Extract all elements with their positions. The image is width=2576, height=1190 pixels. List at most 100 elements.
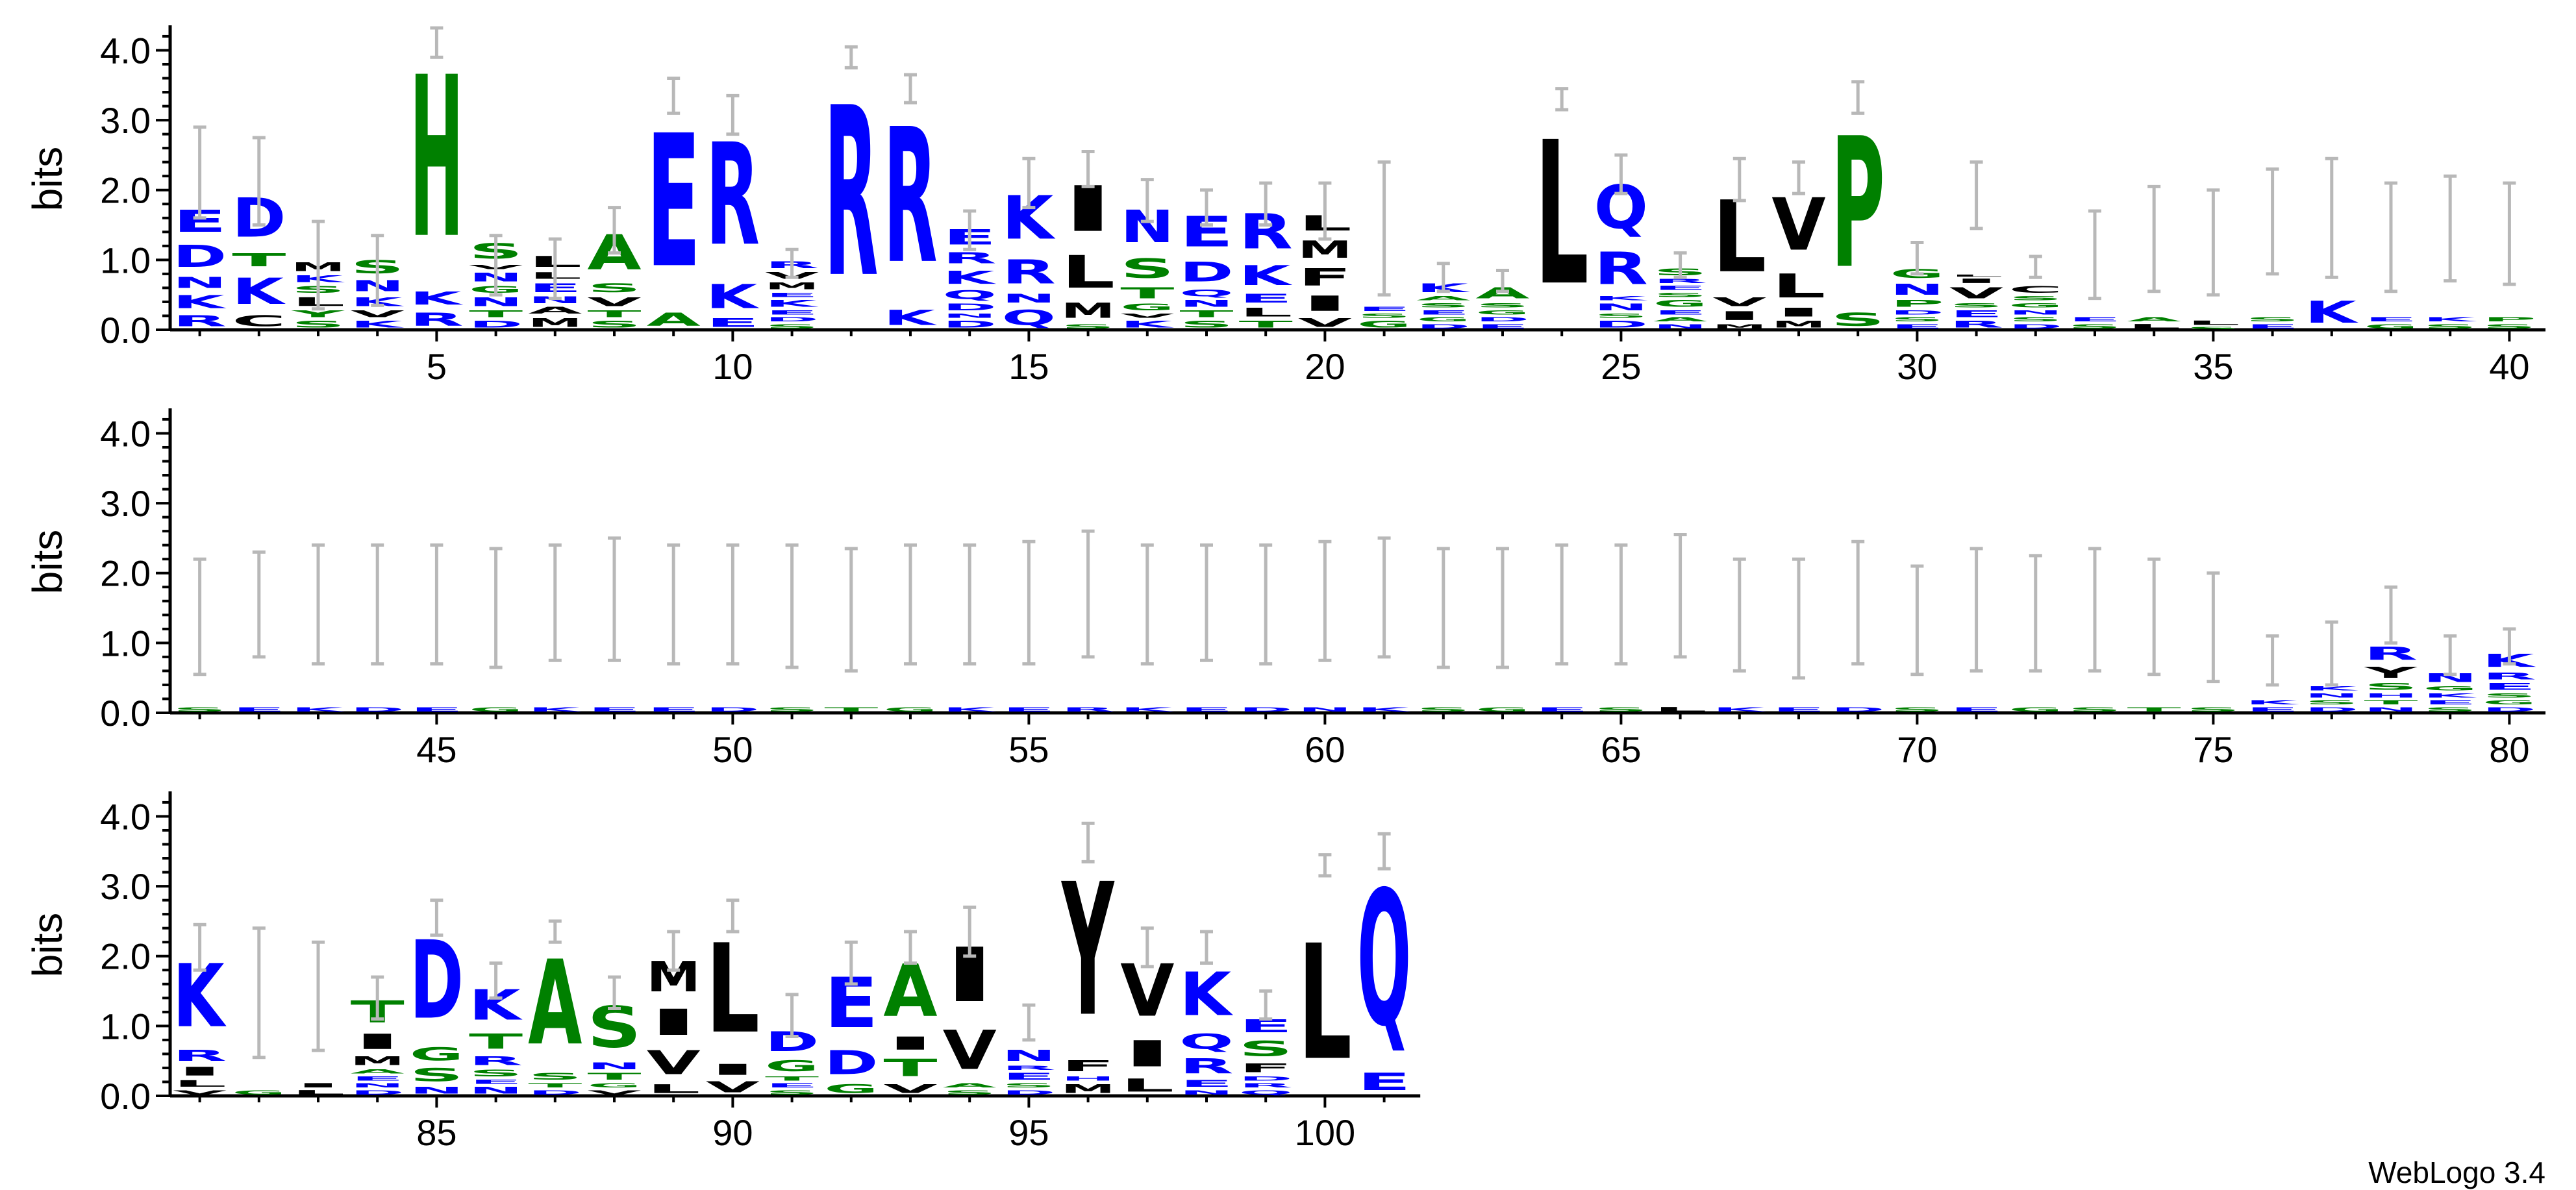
logo-letter: S xyxy=(173,706,227,713)
logo-letter: T xyxy=(2127,706,2181,713)
logo-letter: E xyxy=(647,706,701,713)
logo-letter: S xyxy=(2245,316,2299,323)
letter-stack: S xyxy=(1890,706,1944,713)
logo-letter: R xyxy=(469,1054,523,1068)
logo-letter: E xyxy=(647,97,701,309)
letter-stack: EK xyxy=(2245,699,2299,713)
logo-letter: S xyxy=(1653,291,1707,299)
logo-letter: L xyxy=(1535,101,1589,330)
letter-stack: G xyxy=(232,1089,286,1096)
logo-letter: K xyxy=(2423,692,2477,699)
logo-letter: N xyxy=(173,274,227,291)
logo-letter: K xyxy=(706,278,760,316)
logo-letter: S xyxy=(469,1068,523,1078)
logo-letter: V xyxy=(1298,316,1353,330)
x-tick-label: 70 xyxy=(1897,729,1937,770)
letter-stack: S xyxy=(765,706,819,713)
y-axis-title: bits xyxy=(24,530,71,595)
logo-letter: P xyxy=(1890,299,1944,309)
logo-letter: N xyxy=(469,1085,523,1096)
y-axis-title: bits xyxy=(24,913,71,978)
letter-stack: S xyxy=(1416,706,1470,713)
logo-letter: H xyxy=(2364,692,2418,699)
letter-stack: AE xyxy=(647,97,701,330)
logo-letter: K xyxy=(2245,699,2299,706)
letter-stack: K xyxy=(291,706,345,713)
letter-stack: LA xyxy=(2127,316,2181,330)
y-tick-label: 2.0 xyxy=(100,170,151,211)
logo-letter: M xyxy=(1771,319,1825,330)
logo-letter: S xyxy=(765,323,819,330)
logo-letter: V xyxy=(587,1089,641,1096)
logo-letter: R xyxy=(1239,1082,1293,1089)
y-tick-label: 1.0 xyxy=(100,240,151,280)
logo-letter: D xyxy=(1239,706,1293,713)
y-tick-label: 4.0 xyxy=(100,30,151,71)
credit-text: WebLogo 3.4 xyxy=(2368,1156,2545,1189)
x-tick-label: 60 xyxy=(1305,729,1345,770)
letter-stack: N xyxy=(1298,706,1352,713)
logo-letter: E xyxy=(2068,316,2121,323)
logo-letter: G xyxy=(2008,302,2062,309)
letter-stack: G xyxy=(2008,706,2062,713)
logo-letter: A xyxy=(528,306,582,316)
logo-letter: Q xyxy=(1239,1089,1293,1096)
letter-stack: K xyxy=(1120,706,1174,713)
logo-letter: I xyxy=(291,1082,345,1089)
logo-letter: D xyxy=(943,302,997,312)
x-tick-label: 25 xyxy=(1601,346,1641,387)
logo-letter: L xyxy=(1653,706,1707,713)
logo-letter: E xyxy=(1475,323,1529,330)
logo-letter: G xyxy=(2364,323,2418,330)
logo-letter: E xyxy=(1771,706,1825,713)
logo-letter: E xyxy=(1416,309,1470,316)
logo-letter: V xyxy=(1949,284,2003,302)
logo-letter: E xyxy=(765,309,819,316)
logo-letter: N xyxy=(2008,309,2062,316)
letter-stack: LIV xyxy=(1120,949,1174,1096)
letter-stack: LI xyxy=(291,1082,345,1096)
letter-stack: L xyxy=(1653,706,1707,713)
logo-letter: A xyxy=(943,1082,997,1089)
letter-stack: S xyxy=(2186,706,2240,713)
logo-letter: K xyxy=(1120,319,1174,330)
letter-stack: D xyxy=(706,706,760,713)
logo-letter: T xyxy=(2364,699,2418,706)
logo-letter: E xyxy=(1949,706,2003,713)
letter-stack: SE xyxy=(2068,316,2121,330)
letter-stack: S xyxy=(173,706,227,713)
letter-stack: ES xyxy=(2245,316,2299,330)
logo-letter: S xyxy=(2364,682,2418,692)
logo-letter: R xyxy=(824,58,878,329)
logo-letter: E xyxy=(1653,309,1707,316)
letter-stack: K xyxy=(943,706,997,713)
x-tick-label: 50 xyxy=(712,729,753,770)
logo-letter: N xyxy=(410,1085,464,1096)
logo-letter: L xyxy=(647,1082,701,1096)
logo-letter: A xyxy=(1416,295,1470,302)
letter-stack: GE xyxy=(2364,316,2418,330)
logo-letter: M xyxy=(765,281,819,291)
logo-letter: L xyxy=(173,1078,227,1089)
logo-letter: K xyxy=(2305,295,2359,330)
logo-letter: V xyxy=(1120,312,1174,319)
logo-letter: T xyxy=(469,1030,523,1054)
logo-letter: S xyxy=(2482,692,2536,699)
logo-letter: G xyxy=(1475,309,1529,316)
logo-letter: N xyxy=(1179,1089,1233,1096)
x-tick-label: 65 xyxy=(1601,729,1641,770)
letter-stack: L xyxy=(1298,911,1352,1096)
logo-letter: N xyxy=(2423,671,2477,685)
logo-letter: M xyxy=(1061,1082,1115,1096)
letter-stack: EQ xyxy=(1357,852,1411,1096)
letter-stack: T xyxy=(2127,706,2181,713)
logo-letter: M xyxy=(528,316,582,330)
logo-letter: T xyxy=(528,1082,582,1089)
